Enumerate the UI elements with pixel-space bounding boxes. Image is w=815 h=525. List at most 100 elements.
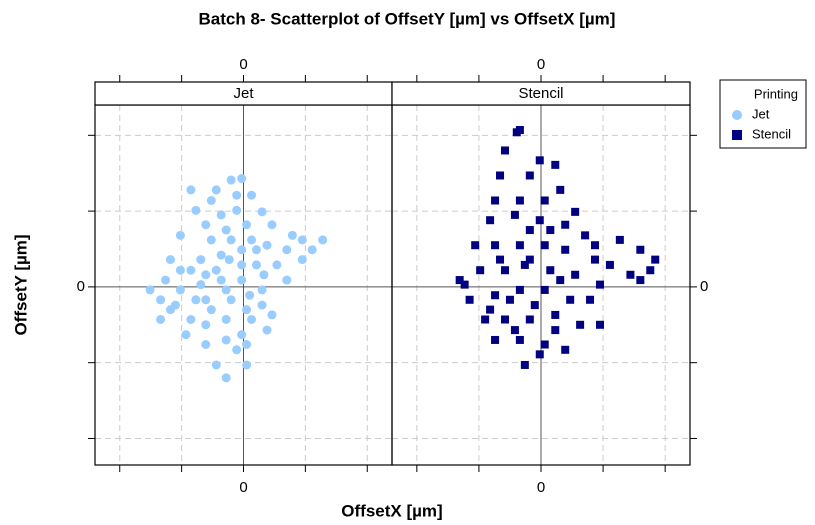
point (282, 275, 292, 285)
point (242, 339, 252, 349)
point (201, 339, 211, 349)
point (561, 245, 570, 254)
point (520, 260, 529, 269)
point (186, 265, 196, 275)
point (525, 315, 534, 324)
point (272, 260, 282, 270)
legend-marker (732, 110, 742, 120)
point (605, 260, 614, 269)
point (571, 207, 580, 216)
point (595, 320, 604, 329)
point (540, 340, 549, 349)
point (571, 270, 580, 279)
point (175, 265, 185, 275)
point (186, 314, 196, 324)
point (551, 160, 560, 169)
point (221, 373, 231, 383)
point (465, 295, 474, 304)
point (262, 325, 272, 335)
point (491, 241, 500, 250)
point (471, 241, 480, 250)
point (196, 280, 206, 290)
point (191, 205, 201, 215)
y-tick-label: 0 (77, 278, 85, 295)
point (226, 295, 236, 305)
point (206, 235, 216, 245)
x-axis-label: OffsetX [µm] (341, 501, 442, 520)
point (525, 255, 534, 264)
strip-label: Stencil (518, 85, 563, 102)
point (561, 220, 570, 229)
point (318, 235, 328, 245)
point (175, 230, 185, 240)
point (535, 350, 544, 359)
point (525, 171, 534, 180)
point (546, 266, 555, 275)
point (237, 275, 247, 285)
point (591, 255, 600, 264)
point (595, 280, 604, 289)
point (257, 207, 267, 217)
point (196, 255, 206, 265)
point (201, 320, 211, 330)
point (216, 250, 226, 260)
point (500, 315, 509, 324)
point (156, 295, 166, 305)
point (586, 295, 595, 304)
point (491, 335, 500, 344)
point (237, 330, 247, 340)
point (455, 276, 464, 285)
point (551, 310, 560, 319)
point (251, 260, 261, 270)
point (257, 285, 267, 295)
point (556, 276, 565, 285)
point (525, 226, 534, 235)
point (591, 241, 600, 250)
point (297, 235, 307, 245)
point (206, 195, 216, 205)
point (226, 175, 236, 185)
point (535, 156, 544, 165)
legend-title: Printing (754, 86, 798, 101)
point (297, 255, 307, 265)
point (191, 295, 201, 305)
point (540, 241, 549, 250)
point (566, 295, 575, 304)
point (245, 290, 255, 300)
point (515, 196, 524, 205)
legend-marker (732, 130, 742, 140)
point (520, 360, 529, 369)
point (201, 270, 211, 280)
point (232, 190, 242, 200)
point (224, 255, 234, 265)
point (515, 335, 524, 344)
point (510, 326, 519, 335)
point (476, 266, 485, 275)
strip-label: Jet (233, 85, 254, 102)
point (556, 185, 565, 194)
point (211, 265, 221, 275)
point (221, 335, 231, 345)
point (237, 260, 247, 270)
point (551, 326, 560, 335)
point (206, 305, 216, 315)
point (535, 216, 544, 225)
point (626, 270, 635, 279)
x-tick-label: 0 (537, 479, 545, 496)
point (165, 255, 175, 265)
point (486, 305, 495, 314)
point (242, 360, 252, 370)
point (232, 345, 242, 355)
point (486, 216, 495, 225)
point (546, 226, 555, 235)
legend-label: Jet (752, 106, 770, 121)
legend-label: Stencil (752, 126, 791, 141)
point (267, 310, 277, 320)
point (251, 245, 261, 255)
chart-title: Batch 8- Scatterplot of OffsetY [µm] vs … (199, 9, 616, 28)
point (646, 266, 655, 275)
point (515, 126, 524, 135)
point (651, 255, 660, 264)
point (460, 280, 469, 289)
